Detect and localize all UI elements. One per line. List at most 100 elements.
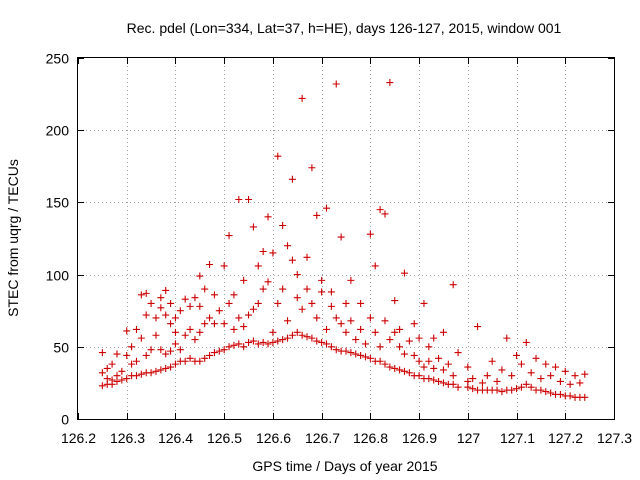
data-point xyxy=(352,336,360,344)
data-point xyxy=(284,317,292,325)
data-point xyxy=(483,372,491,380)
data-point xyxy=(142,289,150,297)
data-point xyxy=(439,366,447,374)
data-point xyxy=(181,295,189,303)
y-tick-label: 200 xyxy=(46,123,70,139)
data-point xyxy=(508,372,516,380)
data-point xyxy=(191,336,199,344)
data-point xyxy=(391,297,399,305)
data-point xyxy=(132,325,140,333)
data-point xyxy=(230,341,238,349)
data-point xyxy=(347,276,355,284)
data-point xyxy=(581,370,589,378)
data-point xyxy=(215,347,223,355)
data-point xyxy=(532,354,540,362)
data-point xyxy=(517,360,525,368)
data-point xyxy=(249,223,257,231)
data-point xyxy=(181,357,189,365)
data-point xyxy=(162,286,170,294)
data-point xyxy=(279,222,287,230)
data-point xyxy=(249,305,257,313)
data-point xyxy=(269,249,277,257)
data-point xyxy=(400,350,408,358)
data-point xyxy=(235,340,243,348)
data-point xyxy=(323,204,331,212)
data-point xyxy=(206,351,214,359)
data-point xyxy=(225,299,233,307)
data-point xyxy=(137,370,145,378)
data-point xyxy=(410,351,418,359)
data-point xyxy=(298,305,306,313)
data-point xyxy=(323,325,331,333)
data-point xyxy=(167,347,175,355)
data-point xyxy=(318,288,326,296)
data-point xyxy=(186,354,194,362)
data-point xyxy=(508,386,516,394)
data-point xyxy=(430,376,438,384)
data-point xyxy=(366,314,374,322)
data-point xyxy=(430,334,438,342)
data-point xyxy=(220,346,228,354)
data-point xyxy=(259,338,267,346)
data-point xyxy=(269,338,277,346)
data-point xyxy=(284,242,292,250)
data-point xyxy=(478,379,486,387)
data-point xyxy=(435,354,443,362)
data-point xyxy=(556,377,564,385)
data-point xyxy=(342,299,350,307)
data-point xyxy=(469,375,477,383)
data-point xyxy=(128,360,136,368)
data-point xyxy=(157,304,165,312)
data-point xyxy=(381,360,389,368)
data-point xyxy=(264,278,272,286)
data-point xyxy=(176,307,184,315)
data-point xyxy=(152,314,160,322)
data-point xyxy=(123,327,131,335)
data-point xyxy=(332,80,340,88)
data-point xyxy=(503,334,511,342)
data-point xyxy=(444,360,452,368)
data-point xyxy=(157,346,165,354)
data-point xyxy=(147,299,155,307)
data-point xyxy=(249,337,257,345)
data-point xyxy=(230,291,238,299)
data-point xyxy=(108,360,116,368)
data-point xyxy=(210,349,218,357)
data-point xyxy=(308,299,316,307)
data-point xyxy=(361,353,369,361)
data-point xyxy=(493,377,501,385)
data-point xyxy=(498,388,506,396)
data-point xyxy=(108,376,116,384)
data-point xyxy=(171,328,179,336)
data-point xyxy=(303,253,311,261)
y-axis-label: STEC from uqrg / TECUs xyxy=(5,159,21,317)
data-point xyxy=(522,338,530,346)
data-point xyxy=(371,262,379,270)
data-point xyxy=(576,379,584,387)
y-tick-label: 150 xyxy=(46,195,70,211)
data-point xyxy=(245,311,253,319)
data-point xyxy=(366,354,374,362)
data-point xyxy=(327,288,335,296)
data-point xyxy=(210,291,218,299)
data-point xyxy=(210,320,218,328)
chart-title: Rec. pdel (Lon=334, Lat=37, h=HE), days … xyxy=(127,20,562,36)
data-point xyxy=(332,314,340,322)
data-point xyxy=(464,363,472,371)
data-point xyxy=(152,367,160,375)
x-tick-label: 127 xyxy=(457,430,481,446)
data-point xyxy=(435,377,443,385)
data-point xyxy=(308,334,316,342)
data-point xyxy=(220,262,228,270)
data-point xyxy=(176,346,184,354)
data-point xyxy=(181,331,189,339)
data-point xyxy=(391,328,399,336)
data-point xyxy=(259,247,267,255)
data-point xyxy=(313,314,321,322)
data-point xyxy=(371,328,379,336)
data-point xyxy=(186,302,194,310)
data-point xyxy=(488,357,496,365)
data-point xyxy=(449,380,457,388)
data-point xyxy=(225,232,233,240)
data-point xyxy=(288,175,296,183)
